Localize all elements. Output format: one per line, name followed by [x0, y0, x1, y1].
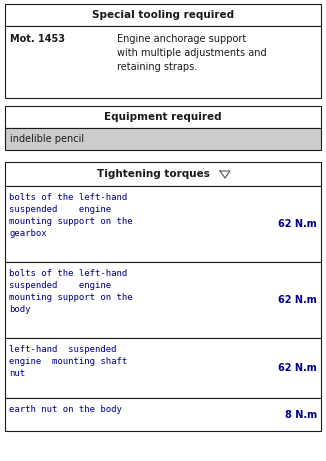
Text: indelible pencil: indelible pencil — [10, 134, 84, 144]
Bar — [5, 128, 321, 150]
Text: 62 N.m: 62 N.m — [278, 295, 317, 305]
Bar — [5, 398, 321, 431]
Text: bolts of the left-hand
suspended    engine
mounting support on the
gearbox: bolts of the left-hand suspended engine … — [9, 193, 133, 238]
Text: 62 N.m: 62 N.m — [278, 363, 317, 373]
Bar — [5, 4, 321, 26]
Text: 62 N.m: 62 N.m — [278, 219, 317, 229]
Text: Engine anchorage support
with multiple adjustments and
retaining straps.: Engine anchorage support with multiple a… — [117, 34, 267, 72]
Text: Mot. 1453: Mot. 1453 — [10, 34, 65, 44]
Bar — [5, 186, 321, 262]
Bar — [5, 26, 321, 98]
Bar — [5, 106, 321, 128]
Text: left-hand  suspended
engine  mounting shaft
nut: left-hand suspended engine mounting shaf… — [9, 345, 127, 378]
Text: Equipment required: Equipment required — [104, 112, 222, 122]
Text: bolts of the left-hand
suspended    engine
mounting support on the
body: bolts of the left-hand suspended engine … — [9, 269, 133, 314]
Text: Special tooling required: Special tooling required — [92, 10, 234, 20]
Bar — [5, 338, 321, 398]
Text: earth nut on the body: earth nut on the body — [9, 405, 122, 414]
Bar — [5, 262, 321, 338]
Bar — [5, 162, 321, 186]
Text: Tightening torques: Tightening torques — [96, 169, 209, 179]
Text: 8 N.m: 8 N.m — [285, 409, 317, 420]
